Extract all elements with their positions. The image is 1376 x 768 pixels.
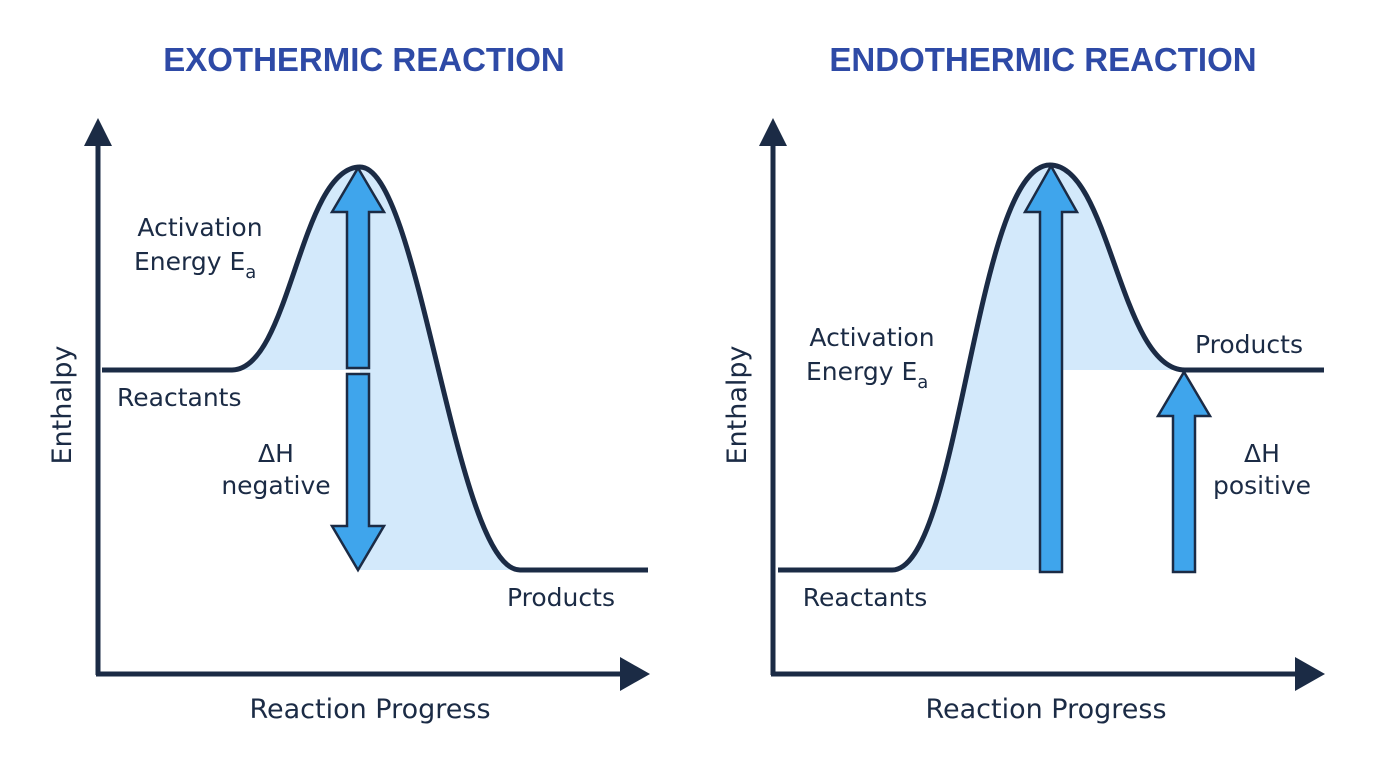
exothermic-title: EXOTHERMIC REACTION xyxy=(163,41,565,78)
endothermic-delta-h-label: ΔH xyxy=(1244,439,1280,468)
exothermic-activation-label-line2: Energy Ea xyxy=(134,247,256,283)
endothermic-activation-label-line2: Energy Ea xyxy=(806,357,928,393)
endothermic-products-label: Products xyxy=(1195,330,1303,359)
exothermic-products-label: Products xyxy=(507,583,615,612)
endothermic-diagram: ENDOTHERMIC REACTION Enthalpy Reaction P… xyxy=(722,41,1325,725)
exothermic-reactants-label: Reactants xyxy=(117,383,242,412)
endothermic-x-axis-label: Reaction Progress xyxy=(925,694,1166,725)
endothermic-energy-curve xyxy=(778,162,1324,573)
endothermic-activation-subscript: a xyxy=(917,372,928,393)
endothermic-delta-h-sign: positive xyxy=(1213,471,1311,500)
exothermic-delta-h-arrow xyxy=(329,372,387,573)
endothermic-activation-energy-text: Energy E xyxy=(806,357,917,386)
endothermic-x-axis-arrowhead xyxy=(1295,657,1325,691)
endothermic-title: ENDOTHERMIC REACTION xyxy=(829,41,1256,78)
exothermic-delta-h-label: ΔH xyxy=(258,439,294,468)
endothermic-y-axis-label: Enthalpy xyxy=(722,345,753,464)
exothermic-activation-subscript: a xyxy=(245,262,256,283)
exothermic-x-axis-arrowhead xyxy=(620,657,650,691)
exothermic-y-axis-arrowhead xyxy=(84,118,112,146)
exothermic-delta-h-sign: negative xyxy=(221,471,330,500)
exothermic-diagram: EXOTHERMIC REACTION Enthalpy Reaction Pr… xyxy=(47,41,650,725)
endothermic-shaded-area xyxy=(892,165,1185,570)
exothermic-y-axis-label: Enthalpy xyxy=(47,345,78,464)
endothermic-reactants-label: Reactants xyxy=(803,583,928,612)
exothermic-shaded-area xyxy=(232,167,520,570)
endothermic-activation-arrow xyxy=(1022,163,1080,574)
endothermic-y-axis-arrowhead xyxy=(759,118,787,146)
endothermic-delta-h-arrow xyxy=(1155,369,1213,574)
exothermic-activation-energy-text: Energy E xyxy=(134,247,245,276)
exothermic-activation-arrow xyxy=(329,165,387,370)
exothermic-activation-label-line1: Activation xyxy=(137,213,262,242)
endothermic-activation-label-line1: Activation xyxy=(809,323,934,352)
exothermic-x-axis-label: Reaction Progress xyxy=(249,694,490,725)
exothermic-energy-curve xyxy=(102,164,648,573)
